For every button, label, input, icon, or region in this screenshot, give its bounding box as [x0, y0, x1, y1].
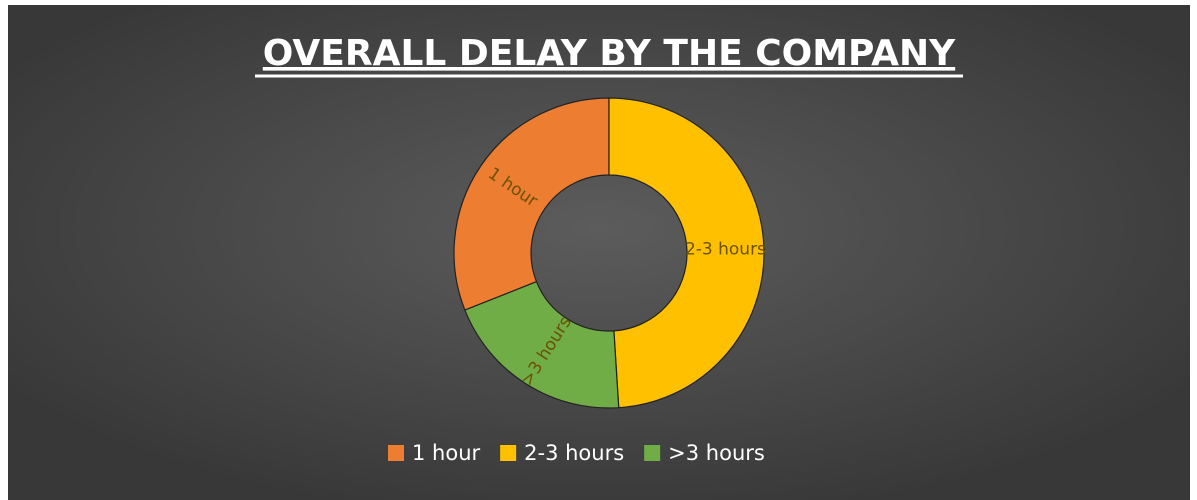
- chart-background: [8, 5, 1190, 500]
- chart-title: OVERALL DELAY BY THE COMPANY: [263, 33, 956, 74]
- legend-swatch: [388, 445, 404, 461]
- legend-swatch: [644, 445, 661, 461]
- legend-swatch: [500, 445, 517, 461]
- donut-slice: [608, 97, 765, 409]
- legend-label: 1 hour: [412, 441, 481, 465]
- legend-label: >3 hours: [668, 441, 765, 465]
- data-label: 2-3 hours: [685, 239, 766, 259]
- donut-slice: [464, 280, 620, 409]
- legend-label: 2-3 hours: [524, 441, 624, 465]
- donut-slice: [453, 97, 610, 311]
